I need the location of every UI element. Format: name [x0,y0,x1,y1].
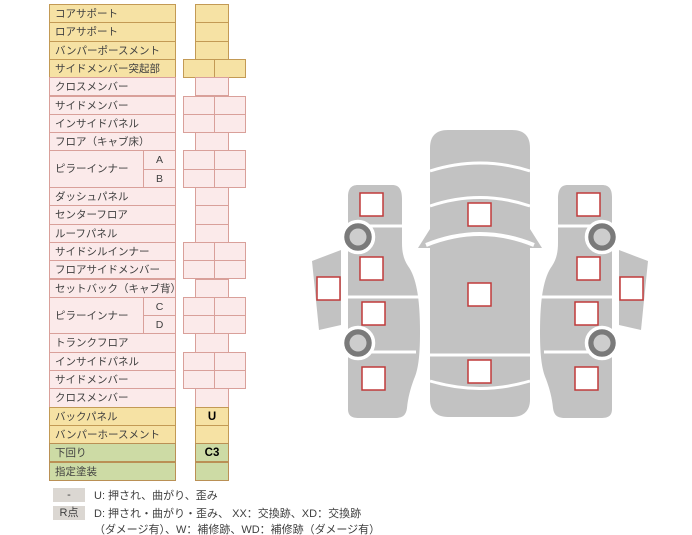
legend-text: D: 押され・曲がり・歪み、 XX：交換跡、XD：交換跡 [94,508,362,520]
damage-cell-left [183,150,215,170]
part-label: クロスメンバー [49,388,176,408]
damage-cell-left [183,370,215,390]
damage-marker [361,366,386,391]
damage-cell [195,333,229,353]
part-label: ピラーインナー [49,150,144,188]
part-label: バックパネル [49,406,176,426]
part-label: クロスメンバー [49,77,176,97]
damage-marker [359,256,384,281]
damage-cell [195,4,229,24]
legend-text: U: 押され、曲がり、歪み [94,490,218,502]
part-label: センターフロア [49,205,176,225]
damage-cell-left [183,113,215,134]
pillar-sub-label: C [143,296,176,317]
part-label: バンパーホースメント [49,424,176,445]
part-label: インサイドパネル [49,113,176,134]
damage-cell-right [214,168,246,188]
part-label: バンパーポースメント [49,40,176,60]
damage-cell-left [183,168,215,188]
damage-cell-left [183,315,215,335]
damage-cell [195,424,229,445]
damage-cell-right [214,351,246,371]
damage-cell [195,40,229,60]
damage-cell-right [214,315,246,335]
damage-cell-left [183,296,215,317]
part-label: ピラーインナー [49,296,144,335]
damage-cell-left [183,95,215,115]
pillar-sub-label: A [143,150,176,170]
damage-cell-right [214,241,246,262]
part-label: セットバック（キャブ背） [49,278,176,298]
part-label: 下回り [49,443,176,463]
damage-cell [195,223,229,243]
part-label: フロアサイドメンバー [49,260,176,280]
part-label: サイドシルインナー [49,241,176,262]
parts-table: コアサポート ロアサポート バンパーポースメント サイドメンバー突起部 クロスメンバーサ… [49,4,264,484]
damage-cell-right [214,370,246,390]
damage-cell [195,77,229,97]
damage-cell-left [183,241,215,262]
part-label: サイドメンバー [49,95,176,115]
legend-text: （ダメージ有）、W：補修跡、WD：補修跡（ダメージ有） [94,524,381,535]
damage-marker [316,276,341,301]
part-label: トランクフロア [49,333,176,353]
pillar-sub-label: B [143,168,176,188]
damage-cell [195,22,229,42]
damage-marker [467,202,492,227]
damage-marker [359,192,384,217]
damage-cell-right [214,260,246,280]
damage-cell-right [214,296,246,317]
damage-marker [467,359,492,384]
part-label: ルーフパネル [49,223,176,243]
damage-cell-right [214,95,246,115]
damage-cell [195,132,229,152]
vehicle-damage-diagram [312,130,650,420]
part-label: フロア（キャブ床） [49,132,176,152]
damage-cell-right [214,58,246,79]
part-label: インサイドパネル [49,351,176,371]
damage-cell [195,187,229,207]
car-top-view [418,130,542,417]
legend: - U: 押され、曲がり、歪み R点 D: 押され・曲がり・歪み、 XX：交換跡… [53,488,380,535]
damage-cell-right [214,113,246,134]
legend-row: - U: 押され、曲がり、歪み [53,488,380,504]
damage-cell [195,461,229,481]
damage-cell-left [183,260,215,280]
part-label: コアサポート [49,4,176,24]
damage-cell [195,205,229,225]
part-label: ダッシュパネル [49,187,176,207]
top-body [430,130,530,417]
damage-cell-left [183,58,215,79]
legend-badge-rpoint: R点 [53,506,85,520]
damage-cell: C3 [195,443,229,463]
damage-cell [195,278,229,298]
pillar-sub-label: D [143,315,176,335]
left-side-view [312,185,420,418]
part-label: サイドメンバー [49,370,176,390]
damage-marker [467,282,492,307]
part-label: サイドメンバー突起部 [49,58,176,79]
damage-cell [195,388,229,408]
damage-cell-right [214,150,246,170]
part-label: ロアサポート [49,22,176,42]
damage-marker [361,301,386,326]
damage-cell: U [195,406,229,426]
damage-cell-left [183,351,215,371]
right-side-view [538,183,650,420]
part-label: 指定塗装 [49,461,176,481]
legend-row: R点 D: 押され・曲がり・歪み、 XX：交換跡、XD：交換跡 （ダメージ有）、… [53,506,380,535]
legend-badge-dash: - [53,488,85,502]
